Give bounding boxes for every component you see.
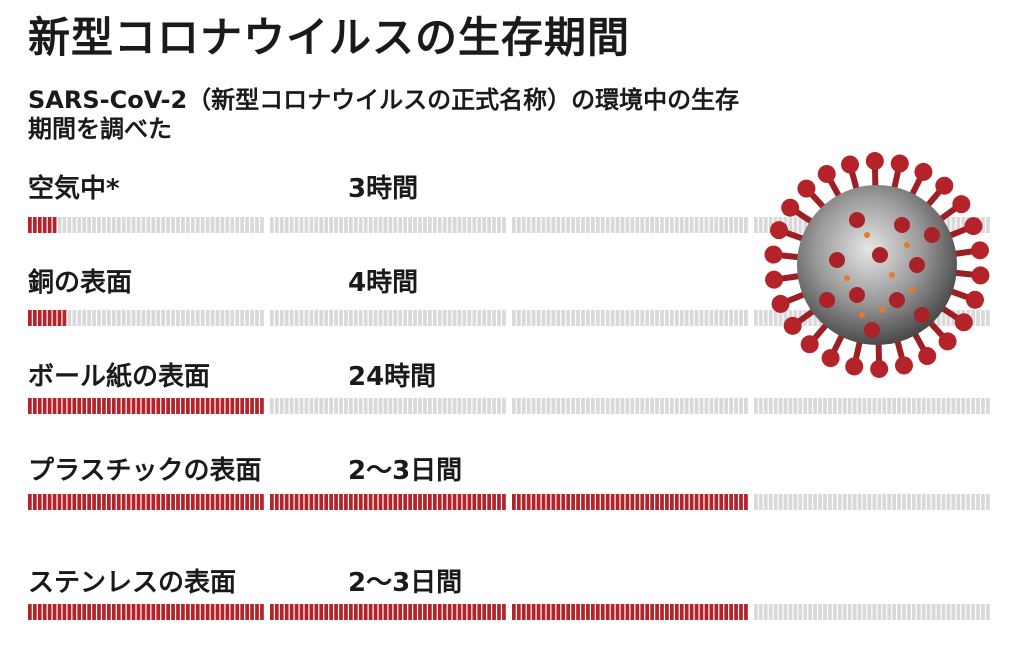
bar-5	[28, 604, 990, 620]
category-label: プラスチックの表面	[28, 456, 262, 486]
category-label: ボール紙の表面	[28, 362, 211, 392]
value-label: 24時間	[348, 362, 437, 392]
coronavirus-illustration-icon	[764, 152, 990, 378]
chart-title: 新型コロナウイルスの生存期間	[28, 13, 631, 62]
category-label: 銅の表面	[28, 268, 133, 298]
value-label: 2〜3日間	[348, 568, 463, 598]
value-label: 2〜3日間	[348, 456, 463, 486]
chart-subtitle: SARS-CoV-2（新型コロナウイルスの正式名称）の環境中の生存期間を調べた	[28, 86, 740, 143]
category-label: ステンレスの表面	[28, 568, 237, 598]
bar-3	[28, 398, 990, 414]
value-label: 3時間	[348, 174, 419, 204]
value-label: 4時間	[348, 268, 419, 298]
bar-2	[28, 310, 990, 326]
bar-4	[28, 494, 990, 510]
category-label: 空気中*	[28, 174, 120, 204]
